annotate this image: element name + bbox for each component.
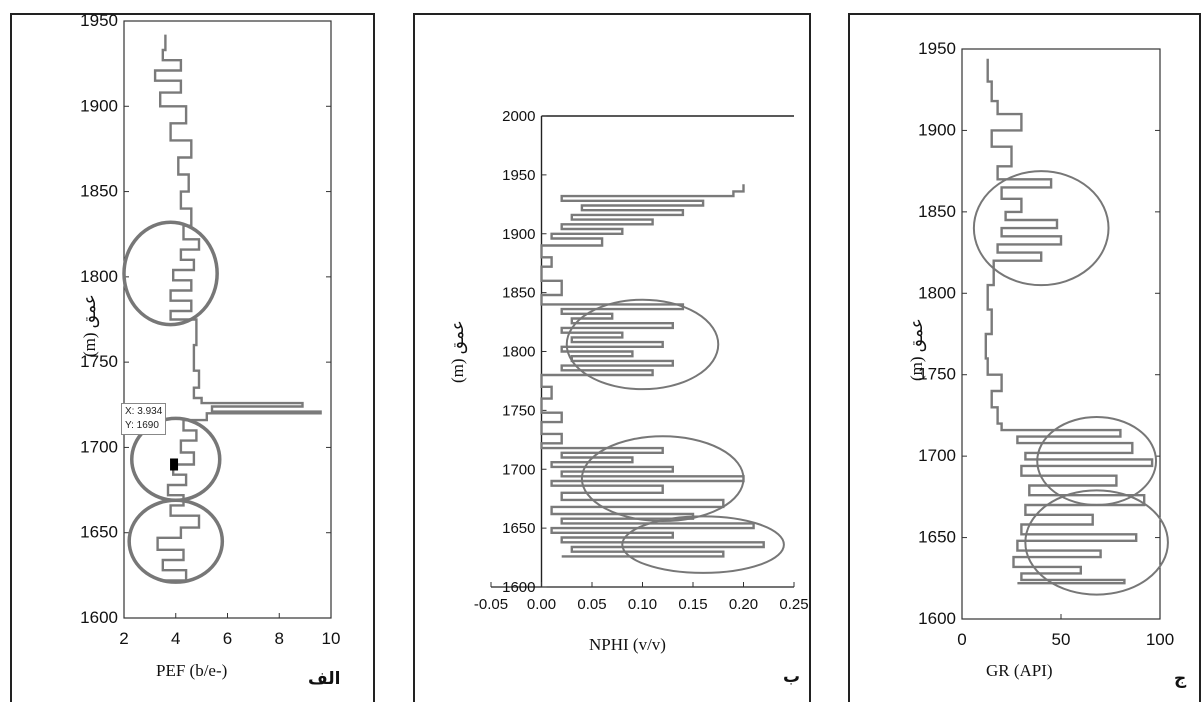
gr-chart: 1600 1650 1700 1750 1800 1850 1900 1950 0 50 100: [918, 39, 1174, 649]
y-tick-label-c: 1600: [918, 609, 956, 628]
y-tick-label-c: 1850: [918, 202, 956, 221]
y-tick-label-a: 1600: [80, 608, 118, 627]
nphi-chart: 1600 1650 1700 1750 1800 1850 1900 1950 2000 -0.0…: [474, 108, 809, 613]
highlight-ellipse-c-2: [1024, 489, 1169, 596]
y-title-unit-a: (m): [80, 332, 99, 357]
data-cursor-marker: [170, 458, 179, 471]
x-tick-label-a: 8: [275, 629, 284, 648]
y-tick-label-c: 1950: [918, 39, 956, 58]
x-tick-label-b: 0.25: [779, 596, 808, 613]
y-tick-label-b: 1800: [502, 344, 535, 361]
x-tick-label-c: 50: [1052, 630, 1071, 649]
x-tick-label-b: 0.15: [678, 596, 707, 613]
x-tick-label-a: 2: [119, 629, 128, 648]
highlight-ellipse-c-1: [1036, 416, 1158, 506]
plot-frame-a: [123, 20, 332, 619]
y-tick-label-c: 1650: [918, 528, 956, 547]
x-tick-label-b: 0.20: [729, 596, 758, 613]
y-tick-label-a: 1700: [80, 437, 118, 456]
y-tick-label-b: 1900: [502, 226, 535, 243]
y-tick-label-b: 1750: [502, 402, 535, 419]
data-tip-x: X: 3.934: [125, 406, 163, 417]
pef-chart: 1600 1650 1700 1750 1800 1850 1900 1950 2 4 6 8 10: [80, 11, 341, 648]
y-title-fa-b: عمق: [448, 320, 467, 355]
y-tick-label-a: 1800: [80, 267, 118, 286]
panel-nphi: 1600 1650 1700 1750 1800 1850 1900 1950 2000 -0.0…: [413, 13, 811, 702]
y-title-fa-c: عمق: [907, 318, 926, 353]
y-axis-title-b: (m) عمق: [448, 320, 468, 383]
log-trace-c-0: [984, 58, 1154, 585]
y-tick-label-b: 1950: [502, 167, 535, 184]
y-axis-title-a: (m) عمق: [80, 294, 100, 357]
panel-label-a: الف: [308, 669, 341, 689]
y-tick-label-a: 1850: [80, 182, 118, 201]
x-tick-label-b: 0.00: [527, 596, 556, 613]
highlight-ellipse-a-2: [127, 498, 225, 584]
panel-pef: 1600 1650 1700 1750 1800 1850 1900 1950 2 4 6 8 10 (…: [10, 11, 375, 702]
x-tick-label-c: 0: [957, 630, 966, 649]
x-axis-title-c: GR (API): [986, 661, 1053, 680]
y-tick-label-c: 1750: [918, 365, 956, 384]
y-tick-label-a: 1750: [80, 352, 118, 371]
panel-label-c: ج: [1174, 669, 1187, 689]
y-tick-label-a: 1900: [80, 96, 118, 115]
x-tick-label-a: 4: [171, 629, 180, 648]
x-tick-label-b: -0.05: [474, 596, 508, 613]
panel-gr: 1600 1650 1700 1750 1800 1850 1900 1950 0 50 100 (…: [848, 13, 1201, 702]
x-tick-label-b: 0.05: [577, 596, 606, 613]
data-tip-y: Y: 1690: [125, 420, 159, 431]
x-tick-label-a: 10: [322, 629, 341, 648]
x-axis-title-a: PEF (b/e-): [156, 661, 228, 680]
y-axis-title-c: (m) عمق: [907, 318, 927, 381]
y-tick-label-c: 1900: [918, 120, 956, 139]
x-axis-title-b: NPHI (v/v): [589, 635, 666, 654]
highlight-ellipse-b-2: [621, 515, 785, 574]
panel-label-b: ب: [783, 667, 801, 687]
y-title-fa-a: عمق: [80, 294, 99, 329]
y-tick-label-b: 1850: [502, 285, 535, 302]
highlight-ellipse-a-0: [122, 220, 219, 327]
y-tick-label-a: 1650: [80, 523, 118, 542]
highlight-ellipse-c-0: [972, 170, 1110, 287]
y-title-unit-c: (m): [907, 356, 926, 381]
x-tick-label-b: 0.10: [628, 596, 657, 613]
y-tick-label-c: 1800: [918, 283, 956, 302]
x-tick-label-c: 100: [1146, 630, 1174, 649]
y-tick-label-b: 1700: [502, 461, 535, 478]
y-tick-label-b: 1600: [502, 579, 535, 596]
y-tick-label-c: 1700: [918, 446, 956, 465]
y-tick-label-b: 2000: [502, 108, 535, 125]
y-tick-label-b: 1650: [502, 520, 535, 537]
data-tip[interactable]: X: 3.934 Y: 1690: [121, 403, 167, 435]
highlight-ellipse-b-0: [565, 298, 720, 391]
log-trace-b-0: [540, 184, 765, 558]
y-tick-label-a: 1950: [80, 11, 118, 30]
x-tick-label-a: 6: [223, 629, 232, 648]
y-title-unit-b: (m): [448, 358, 467, 383]
